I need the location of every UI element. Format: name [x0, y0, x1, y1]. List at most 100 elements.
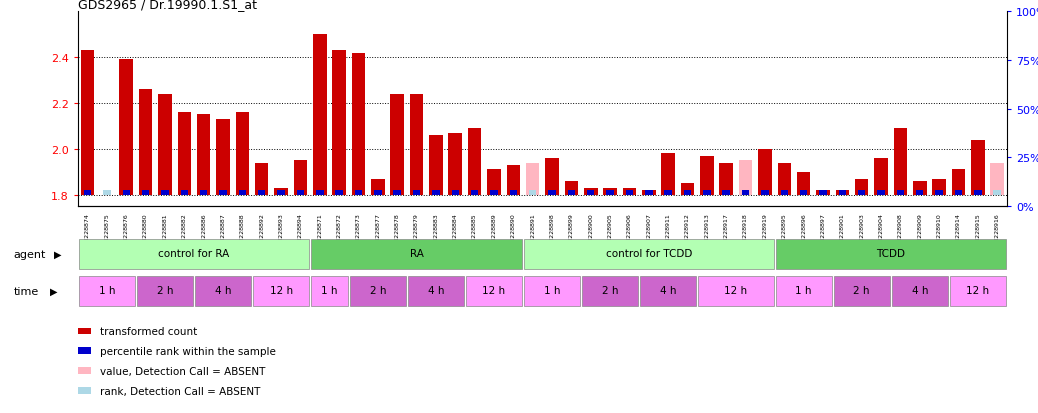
- Bar: [565, 181, 578, 195]
- Text: ▶: ▶: [54, 249, 61, 259]
- Bar: [699, 276, 773, 306]
- Bar: [161, 190, 168, 195]
- Text: rank, Detection Call = ABSENT: rank, Detection Call = ABSENT: [100, 386, 261, 396]
- Bar: [582, 276, 638, 306]
- Bar: [588, 190, 595, 195]
- Bar: [524, 276, 580, 306]
- Bar: [545, 159, 558, 195]
- Bar: [103, 190, 111, 195]
- Text: 2 h: 2 h: [853, 285, 870, 295]
- Bar: [408, 276, 464, 306]
- Bar: [935, 190, 943, 195]
- Bar: [311, 276, 348, 306]
- Text: transformed count: transformed count: [100, 326, 197, 336]
- Bar: [722, 190, 730, 195]
- Bar: [352, 54, 365, 195]
- Text: 4 h: 4 h: [660, 285, 677, 295]
- Bar: [645, 190, 653, 195]
- Bar: [529, 190, 537, 195]
- Bar: [313, 35, 327, 195]
- Text: 1 h: 1 h: [795, 285, 812, 295]
- Bar: [719, 163, 733, 195]
- Bar: [216, 120, 229, 195]
- Bar: [139, 90, 153, 195]
- Bar: [448, 133, 462, 195]
- Bar: [703, 190, 711, 195]
- Bar: [236, 113, 249, 195]
- Text: control for TCDD: control for TCDD: [605, 248, 692, 258]
- Bar: [432, 190, 440, 195]
- Bar: [834, 276, 890, 306]
- Bar: [839, 190, 846, 195]
- Bar: [917, 190, 924, 195]
- Bar: [681, 184, 694, 195]
- Bar: [466, 276, 522, 306]
- Bar: [253, 276, 309, 306]
- Bar: [877, 190, 884, 195]
- Bar: [932, 179, 946, 195]
- Text: 12 h: 12 h: [725, 285, 747, 295]
- Bar: [897, 190, 904, 195]
- Bar: [603, 188, 617, 195]
- Bar: [797, 172, 811, 195]
- Text: agent: agent: [13, 249, 46, 259]
- Bar: [913, 181, 927, 195]
- Text: 12 h: 12 h: [270, 285, 293, 295]
- Bar: [413, 190, 420, 195]
- Text: value, Detection Call = ABSENT: value, Detection Call = ABSENT: [100, 366, 265, 376]
- Text: 1 h: 1 h: [99, 285, 115, 295]
- Bar: [197, 115, 211, 195]
- Bar: [742, 190, 749, 195]
- Bar: [974, 190, 982, 195]
- Bar: [255, 163, 269, 195]
- Bar: [195, 276, 251, 306]
- Bar: [510, 190, 517, 195]
- Bar: [371, 179, 385, 195]
- Bar: [524, 239, 773, 269]
- Bar: [761, 190, 769, 195]
- Bar: [584, 188, 598, 195]
- Text: 1 h: 1 h: [321, 285, 337, 295]
- Bar: [507, 165, 520, 195]
- Bar: [177, 113, 191, 195]
- Bar: [700, 156, 714, 195]
- Bar: [855, 179, 869, 195]
- Text: 2 h: 2 h: [602, 285, 619, 295]
- Bar: [568, 190, 575, 195]
- Bar: [606, 190, 613, 195]
- Bar: [816, 190, 829, 195]
- Bar: [355, 190, 362, 195]
- Bar: [332, 51, 346, 195]
- Bar: [316, 190, 324, 195]
- Bar: [297, 190, 304, 195]
- Text: control for RA: control for RA: [159, 248, 229, 258]
- Bar: [894, 129, 907, 195]
- Bar: [158, 95, 171, 195]
- Bar: [311, 239, 522, 269]
- Bar: [548, 190, 555, 195]
- Bar: [274, 188, 288, 195]
- Text: GDS2965 / Dr.19990.1.S1_at: GDS2965 / Dr.19990.1.S1_at: [78, 0, 256, 11]
- Bar: [181, 190, 188, 195]
- Bar: [664, 190, 672, 195]
- Bar: [490, 190, 497, 195]
- Bar: [990, 163, 1004, 195]
- Bar: [429, 136, 442, 195]
- Bar: [219, 190, 226, 195]
- Bar: [950, 276, 1006, 306]
- Bar: [781, 190, 788, 195]
- Bar: [777, 163, 791, 195]
- Bar: [200, 190, 208, 195]
- Bar: [81, 51, 94, 195]
- Bar: [119, 60, 133, 195]
- Text: 2 h: 2 h: [370, 285, 386, 295]
- Text: 4 h: 4 h: [428, 285, 444, 295]
- Text: percentile rank within the sample: percentile rank within the sample: [100, 346, 275, 356]
- Bar: [993, 190, 1001, 195]
- Bar: [640, 276, 696, 306]
- Text: 1 h: 1 h: [544, 285, 561, 295]
- Text: 4 h: 4 h: [911, 285, 928, 295]
- Bar: [643, 190, 656, 195]
- Bar: [858, 190, 866, 195]
- Bar: [775, 239, 1006, 269]
